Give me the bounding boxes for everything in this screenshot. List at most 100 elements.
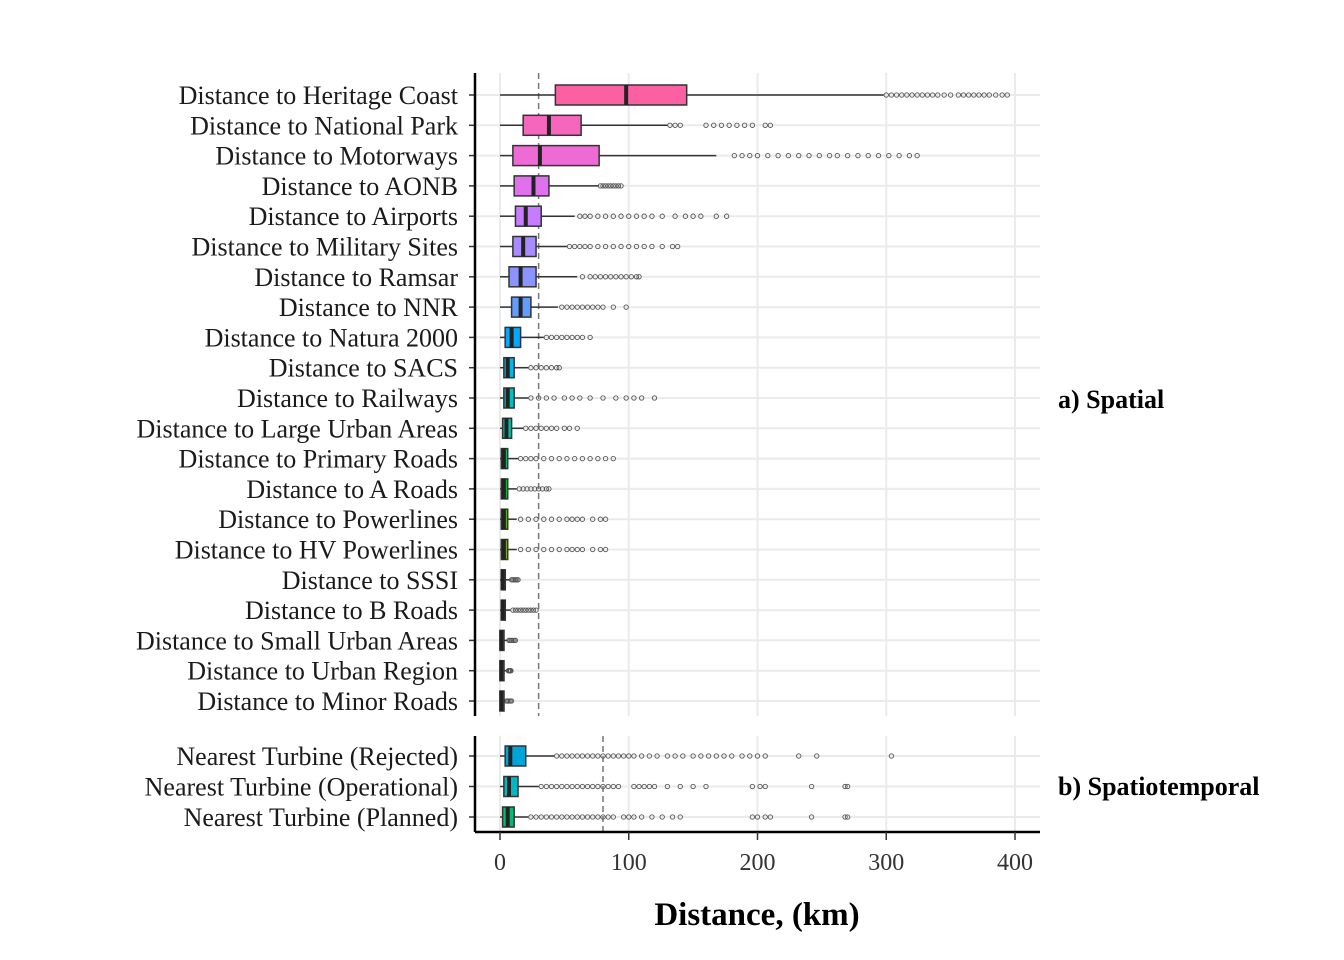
outlier-point — [834, 152, 840, 159]
outlier-point — [826, 152, 833, 159]
outlier-point — [754, 814, 761, 820]
outlier-point — [579, 334, 586, 341]
outlier-point — [636, 274, 642, 280]
outlier-point — [572, 455, 578, 462]
category-label: Distance to Large Urban Areas — [136, 414, 458, 443]
outlier-point — [749, 122, 755, 128]
outlier-point — [672, 753, 678, 759]
x-tick-label: 300 — [868, 850, 904, 876]
outlier-point — [631, 753, 637, 759]
category-label: Distance to SACS — [269, 354, 458, 383]
outlier-point — [935, 92, 941, 98]
outlier-point — [597, 183, 604, 189]
outlier-point — [703, 783, 709, 790]
outlier-point — [579, 516, 586, 522]
outlier-point — [785, 152, 792, 159]
outlier-point — [623, 395, 629, 401]
outlier-point — [528, 607, 534, 613]
outlier-point — [842, 783, 848, 790]
outlier-point — [775, 152, 781, 159]
outlier-point — [808, 814, 815, 820]
box — [504, 745, 527, 767]
outlier-point — [754, 152, 761, 159]
outlier-point — [731, 152, 737, 159]
outlier-point — [672, 213, 678, 219]
category-label: Distance to Military Sites — [192, 233, 458, 262]
category-label: Distance to National Park — [190, 111, 458, 140]
outlier-point — [528, 455, 534, 462]
outlier-point — [541, 546, 547, 553]
outlier-point — [610, 753, 616, 759]
outlier-point — [638, 814, 645, 820]
outlier-point — [765, 152, 771, 159]
outlier-point — [605, 814, 611, 820]
outlier-point — [569, 516, 575, 522]
box-series: Distance to Ramsar — [254, 263, 642, 292]
outlier-point — [654, 753, 660, 759]
outlier-point — [584, 304, 591, 310]
outlier-point — [602, 546, 609, 553]
outlier-point — [559, 753, 565, 759]
outlier-point — [538, 783, 544, 790]
outlier-point — [590, 753, 596, 759]
outlier-point — [579, 546, 586, 553]
outlier-point — [955, 92, 961, 98]
outlier-point — [739, 753, 745, 759]
box-series: Distance to AONB — [262, 172, 624, 201]
outlier-point — [597, 516, 604, 522]
outlier-point — [762, 783, 768, 790]
outlier-point — [929, 92, 936, 98]
outlier-point — [814, 753, 820, 759]
outlier-point — [587, 274, 593, 280]
outlier-point — [698, 213, 704, 219]
outlier-point — [590, 304, 596, 310]
box-series: Distance to Motorways — [215, 142, 920, 171]
outlier-point — [620, 753, 627, 759]
box-series: Distance to Natura 2000 — [205, 323, 593, 352]
outlier-point — [556, 516, 562, 522]
outlier-point — [641, 213, 647, 219]
outlier-point — [569, 753, 575, 759]
outlier-point — [855, 152, 861, 159]
outlier-point — [741, 122, 748, 128]
outlier-point — [548, 546, 555, 553]
category-label: Distance to AONB — [262, 172, 458, 201]
outlier-point — [535, 395, 542, 401]
outlier-point — [556, 455, 562, 462]
outlier-point — [739, 152, 745, 159]
outlier-point — [548, 365, 555, 371]
outlier-point — [533, 425, 539, 431]
outlier-point — [618, 213, 624, 219]
outlier-point — [875, 152, 882, 159]
category-label: Distance to Motorways — [215, 142, 458, 171]
category-label: Distance to Railways — [237, 384, 458, 413]
outlier-point — [590, 546, 596, 553]
outlier-point — [986, 92, 992, 98]
category-label: Distance to Airports — [249, 202, 458, 231]
outlier-point — [924, 92, 931, 98]
outlier-point — [842, 814, 848, 820]
outlier-point — [524, 486, 530, 492]
outlier-point — [574, 814, 580, 820]
category-label: Distance to Ramsar — [254, 263, 458, 292]
outlier-point — [554, 425, 560, 431]
category-label: Nearest Turbine (Operational) — [145, 773, 458, 802]
outlier-point — [600, 304, 606, 310]
outlier-point — [590, 516, 596, 522]
box-series: Distance to Small Urban Areas — [136, 626, 519, 655]
outlier-point — [564, 455, 570, 462]
outlier-point — [584, 814, 591, 820]
outlier-point — [574, 546, 580, 553]
outlier-point — [530, 607, 537, 613]
x-tick-label: 200 — [740, 850, 776, 876]
outlier-point — [675, 243, 681, 250]
outlier-point — [734, 122, 740, 128]
outlier-point — [865, 152, 871, 159]
outlier-point — [600, 753, 606, 759]
outlier-point — [548, 334, 555, 341]
outlier-point — [636, 783, 642, 790]
box — [514, 205, 542, 227]
outlier-point — [721, 753, 727, 759]
outlier-point — [615, 183, 622, 189]
